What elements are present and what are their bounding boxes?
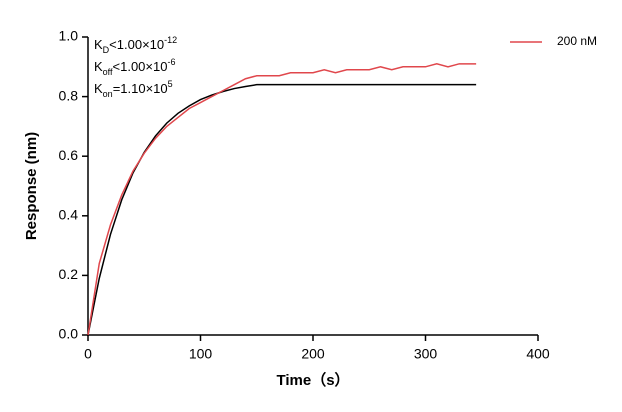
- legend-label: 200 nM: [557, 34, 597, 48]
- annotation-subscript: on: [103, 89, 113, 99]
- annotation-relation: <: [113, 59, 121, 74]
- annotation-subscript: D: [103, 45, 110, 55]
- y-tick-label: 0.4: [59, 207, 79, 223]
- series-line: [87, 83, 477, 336]
- annotation-relation: <: [109, 37, 117, 52]
- series-line: [87, 63, 477, 336]
- annotation-mantissa: 1.10×10: [120, 81, 167, 96]
- annotation-mantissa: 1.00×10: [117, 37, 164, 52]
- x-tick-label: 400: [526, 346, 550, 362]
- x-tick-label: 100: [189, 346, 213, 362]
- annotation-symbol: K: [94, 81, 103, 96]
- annotation-exponent: 5: [168, 79, 173, 89]
- annotation-symbol: K: [94, 37, 103, 52]
- x-axis-title: Time（s）: [276, 371, 349, 389]
- x-tick-label: 300: [414, 346, 438, 362]
- y-tick-label: 0.6: [59, 147, 79, 163]
- annotation-exponent: -6: [167, 57, 175, 67]
- annotation: Kon=1.10×105: [94, 79, 173, 99]
- x-tick-label: 200: [301, 346, 325, 362]
- annotation: KD<1.00×10-12: [94, 35, 177, 55]
- annotation: Koff<1.00×10-6: [94, 57, 175, 77]
- annotation-relation: =: [113, 81, 121, 96]
- y-tick-label: 0.0: [59, 326, 79, 342]
- annotation-symbol: K: [94, 59, 103, 74]
- annotation-exponent: -12: [164, 35, 177, 45]
- y-tick-label: 0.2: [59, 266, 79, 282]
- y-tick-label: 0.8: [59, 87, 79, 103]
- annotation-mantissa: 1.00×10: [120, 59, 167, 74]
- annotation-subscript: off: [103, 67, 113, 77]
- y-tick-label: 1.0: [59, 28, 79, 44]
- x-tick-label: 0: [84, 346, 92, 362]
- y-axis-title: Response (nm): [23, 132, 40, 240]
